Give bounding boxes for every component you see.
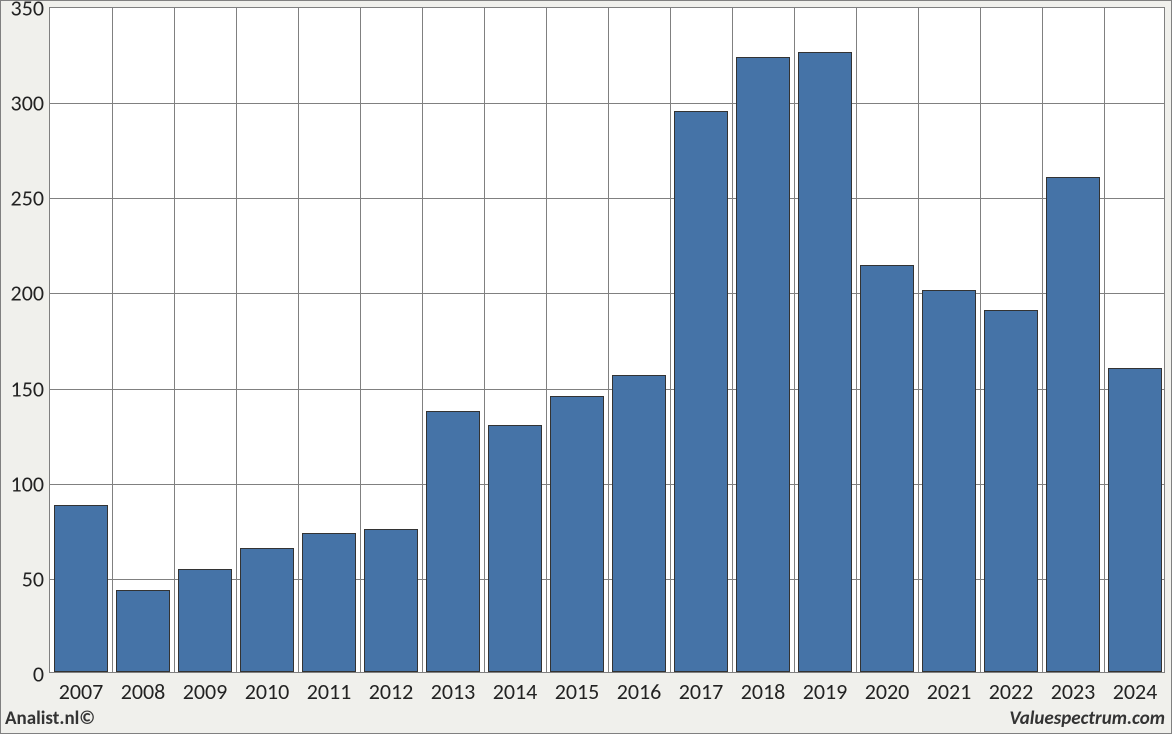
bar bbox=[550, 396, 605, 672]
gridline-horizontal bbox=[50, 198, 1164, 199]
ytick-label: 300 bbox=[11, 90, 44, 117]
bar bbox=[736, 57, 791, 672]
xtick-label: 2024 bbox=[1113, 678, 1158, 705]
xtick-label: 2010 bbox=[245, 678, 290, 705]
xtick-label: 2023 bbox=[1051, 678, 1096, 705]
ytick-label: 250 bbox=[11, 185, 44, 212]
xtick-label: 2019 bbox=[803, 678, 848, 705]
chart-outer-frame: 0 50 100 150 200 250 300 350 2007 2008 2009 2010 201… bbox=[0, 0, 1172, 734]
gridline-vertical bbox=[794, 8, 795, 672]
gridline-vertical bbox=[670, 8, 671, 672]
bar bbox=[674, 111, 729, 672]
gridline-vertical bbox=[856, 8, 857, 672]
ytick-label: 50 bbox=[22, 565, 44, 592]
bar bbox=[116, 590, 171, 672]
gridline-vertical bbox=[918, 8, 919, 672]
xtick-label: 2007 bbox=[59, 678, 104, 705]
ytick-label: 100 bbox=[11, 470, 44, 497]
xtick-label: 2016 bbox=[617, 678, 662, 705]
bar bbox=[488, 425, 543, 672]
gridline-vertical bbox=[298, 8, 299, 672]
xtick-label: 2015 bbox=[555, 678, 600, 705]
ytick-label: 350 bbox=[11, 0, 44, 22]
gridline-vertical bbox=[422, 8, 423, 672]
gridline-vertical bbox=[484, 8, 485, 672]
xtick-label: 2013 bbox=[431, 678, 476, 705]
bar bbox=[240, 548, 295, 672]
bar bbox=[860, 265, 915, 672]
gridline-vertical bbox=[112, 8, 113, 672]
xtick-label: 2009 bbox=[183, 678, 228, 705]
chart-plot-area: 0501001502002503003502007200820092010201… bbox=[49, 7, 1165, 673]
bar bbox=[1046, 177, 1101, 672]
gridline-vertical bbox=[980, 8, 981, 672]
ytick-label: 0 bbox=[33, 661, 44, 688]
gridline-vertical bbox=[236, 8, 237, 672]
bar bbox=[798, 52, 853, 672]
gridline-vertical bbox=[546, 8, 547, 672]
gridline-vertical bbox=[608, 8, 609, 672]
gridline-horizontal bbox=[50, 103, 1164, 104]
xtick-label: 2020 bbox=[865, 678, 910, 705]
bar bbox=[302, 533, 357, 672]
footer-right-credit: Valuespectrum.com bbox=[1009, 707, 1165, 730]
gridline-vertical bbox=[1104, 8, 1105, 672]
bar bbox=[426, 411, 481, 672]
xtick-label: 2011 bbox=[307, 678, 352, 705]
ytick-label: 150 bbox=[11, 375, 44, 402]
bar bbox=[54, 505, 109, 672]
xtick-label: 2012 bbox=[369, 678, 414, 705]
bar bbox=[178, 569, 233, 672]
xtick-label: 2018 bbox=[741, 678, 786, 705]
ytick-label: 200 bbox=[11, 280, 44, 307]
gridline-vertical bbox=[360, 8, 361, 672]
xtick-label: 2022 bbox=[989, 678, 1034, 705]
gridline-horizontal bbox=[50, 293, 1164, 294]
xtick-label: 2021 bbox=[927, 678, 972, 705]
gridline-vertical bbox=[732, 8, 733, 672]
bar bbox=[1108, 368, 1163, 672]
gridline-vertical bbox=[1042, 8, 1043, 672]
xtick-label: 2008 bbox=[121, 678, 166, 705]
bar bbox=[922, 290, 977, 672]
bar bbox=[984, 310, 1039, 672]
bar bbox=[364, 529, 419, 672]
bar bbox=[612, 375, 667, 672]
gridline-vertical bbox=[174, 8, 175, 672]
xtick-label: 2014 bbox=[493, 678, 538, 705]
footer-left-credit: Analist.nl© bbox=[5, 707, 95, 730]
xtick-label: 2017 bbox=[679, 678, 724, 705]
